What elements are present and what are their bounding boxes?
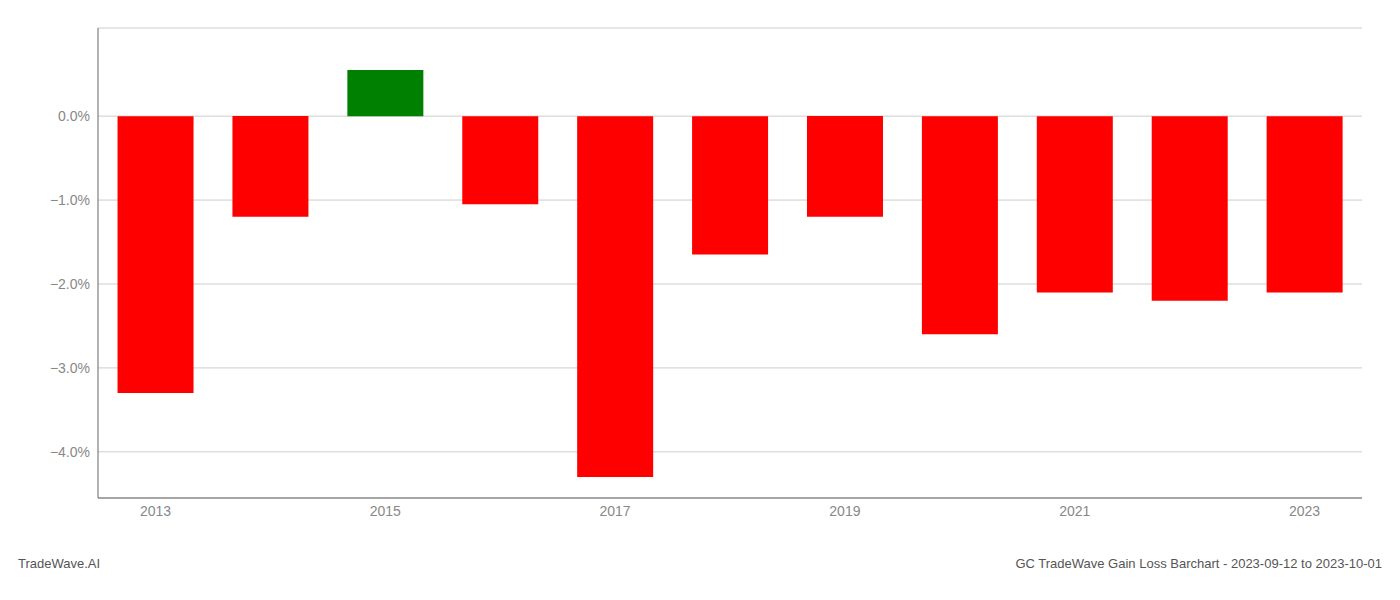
svg-text:2017: 2017 xyxy=(600,503,631,519)
svg-text:2019: 2019 xyxy=(829,503,860,519)
html-text:GC TradeWave Gain Loss Barchar: GC TradeWave Gain Loss Barchart - 2023-0… xyxy=(1015,556,1382,571)
svg-text:−3.0%: −3.0% xyxy=(50,360,90,376)
svg-text:2023: 2023 xyxy=(1289,503,1320,519)
svg-text:2013: 2013 xyxy=(140,503,171,519)
svg-text:2021: 2021 xyxy=(1059,503,1090,519)
svg-text:0.0%: 0.0% xyxy=(58,108,90,124)
svg-text:2015: 2015 xyxy=(370,503,401,519)
html-text:TradeWave.AI: TradeWave.AI xyxy=(18,556,101,571)
svg-text:−4.0%: −4.0% xyxy=(50,444,90,460)
svg-text:−2.0%: −2.0% xyxy=(50,276,90,292)
svg-text:−1.0%: −1.0% xyxy=(50,192,90,208)
